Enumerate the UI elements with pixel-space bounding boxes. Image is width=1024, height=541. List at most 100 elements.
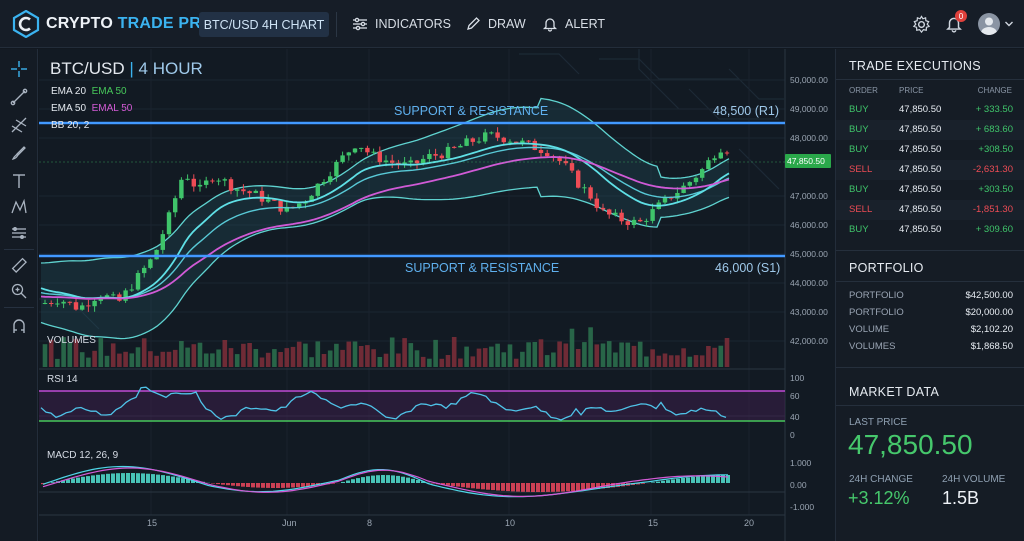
trendline-tool[interactable] [9, 87, 29, 107]
chart-tab[interactable]: BTC/USD 4H CHART [199, 12, 329, 37]
trade-order: BUY [849, 224, 869, 235]
candle-body [86, 305, 91, 307]
volume-bar [179, 341, 184, 367]
macd-bar [171, 476, 175, 483]
macd-bar [161, 475, 165, 483]
portfolio-key: VOLUMES [849, 341, 896, 352]
trade-row[interactable]: BUY 47,850.50 + 333.50 [836, 100, 1024, 120]
volume-bar [129, 353, 135, 367]
macd-bar [126, 473, 130, 483]
brush-tool[interactable] [9, 143, 29, 163]
volume-bar [718, 345, 724, 367]
brush-icon [11, 146, 26, 160]
pattern-tool[interactable] [9, 197, 29, 217]
volume-bar [340, 349, 345, 367]
indicators-button[interactable]: INDICATORS [352, 15, 451, 33]
candle-body [278, 200, 283, 212]
draw-button[interactable]: DRAW [465, 15, 526, 33]
volume-bar [458, 358, 463, 367]
candle-body [315, 183, 320, 196]
macd-bar [101, 474, 105, 483]
candle-body [365, 147, 370, 153]
toolbar-divider [4, 307, 34, 308]
chart-area[interactable]: BTC/USD | 4 HOUR EMA 20 EMA 50 EMA 50 EM… [39, 49, 835, 541]
avatar[interactable] [978, 13, 1000, 35]
macd-bar [231, 483, 235, 486]
ruler-tool[interactable] [9, 255, 29, 275]
candle-body [613, 212, 618, 215]
trade-change: -2,631.30 [972, 164, 1013, 175]
circuit-trace [599, 58, 739, 80]
price-tick: 50,000.00 [790, 75, 828, 85]
magnet-tool[interactable] [9, 317, 29, 337]
measure-tool[interactable] [9, 223, 29, 243]
trade-row[interactable]: BUY 47,850.50 +303.50 [836, 180, 1024, 200]
macd-bar [96, 474, 100, 483]
candle-body [650, 209, 655, 221]
candle-body [607, 209, 612, 215]
trade-change: +308.50 [978, 144, 1013, 155]
fibonacci-icon [11, 117, 27, 133]
macd-bar [671, 479, 675, 483]
macd-bar [456, 483, 460, 487]
trade-row[interactable]: BUY 47,850.50 + 683.60 [836, 120, 1024, 140]
macd-bar [131, 473, 135, 483]
macd-bar [296, 483, 300, 488]
zoom-tool[interactable] [9, 281, 29, 301]
volume-bar [197, 342, 203, 367]
volume-bar [520, 351, 525, 367]
candle-body [421, 158, 426, 164]
volume-bar [396, 353, 401, 367]
candle-body [154, 249, 159, 260]
alert-button[interactable]: ALERT [542, 15, 605, 33]
macd-bar [261, 483, 265, 488]
macd-bar [301, 483, 305, 487]
candle-body [129, 289, 134, 291]
macd-bar [571, 483, 575, 491]
divider [336, 12, 337, 37]
macd-bar [476, 483, 480, 489]
macd-bar [521, 483, 525, 492]
col-order: ORDER [849, 86, 878, 95]
price-tick: 47,000.00 [790, 191, 828, 201]
bollinger-bands [40, 97, 730, 340]
text-icon [13, 174, 25, 188]
macd-bar [661, 480, 665, 483]
macd-bar [546, 483, 550, 492]
candle-body [507, 141, 513, 143]
macd-bar [691, 476, 695, 483]
panel-divider [836, 405, 1024, 406]
trade-row[interactable]: BUY 47,850.50 + 309.60 [836, 220, 1024, 240]
trade-row[interactable]: BUY 47,850.50 +308.50 [836, 140, 1024, 160]
volume-bar [693, 355, 699, 367]
candle-body [625, 221, 630, 225]
macd-bar [256, 483, 260, 488]
macd-bar [146, 473, 150, 483]
volume-bar [662, 353, 668, 367]
gear-icon[interactable] [912, 15, 931, 34]
price-chart[interactable] [39, 49, 835, 541]
volume-bar [575, 349, 581, 367]
candle-body [352, 148, 358, 153]
ruler-icon [11, 257, 27, 273]
text-tool[interactable] [9, 171, 29, 191]
candle-body [266, 199, 271, 202]
volume-bar [582, 342, 587, 367]
volume-bar [402, 338, 407, 367]
portfolio-key: PORTFOLIO [849, 307, 904, 318]
crosshair-tool[interactable] [9, 59, 29, 79]
macd-bar [481, 483, 485, 490]
trade-order: BUY [849, 124, 869, 135]
macd-bar [416, 480, 420, 483]
chevron-down-icon[interactable] [1004, 20, 1014, 28]
volume-bar [160, 351, 166, 367]
volume-bar [259, 357, 265, 367]
macd-bar [421, 481, 425, 483]
trade-row[interactable]: SELL 47,850.50 -2,631.30 [836, 160, 1024, 180]
trade-row[interactable]: SELL 47,850.50 -1,851.30 [836, 200, 1024, 220]
macd-bar [221, 483, 225, 485]
fib-tool[interactable] [9, 115, 29, 135]
candle-body [284, 206, 289, 212]
candle-body [328, 176, 333, 182]
candle-body [427, 154, 432, 159]
